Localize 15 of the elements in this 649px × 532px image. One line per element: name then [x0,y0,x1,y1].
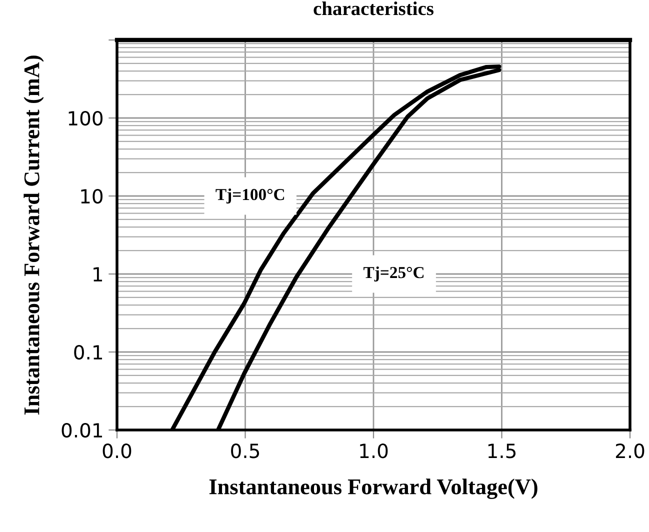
annotation: Tj=100°C [216,188,284,204]
y-tick-label: 0.1 [74,344,102,360]
x-tick-label: 0.5 [231,444,260,458]
x-tick-label: 1.5 [488,444,516,458]
y-tick-label: 10 [81,188,103,204]
x-tick-label: 0.0 [102,444,132,458]
annotation: Tj=25°C [364,266,424,282]
y-tick-label: 1 [94,267,102,282]
x-tick-label: 1.0 [360,444,388,458]
y-axis-title: Instantaneous Forward Current (mA) [24,56,44,415]
y-tick-label: 0.01 [62,422,102,438]
x-tick-label: 2.0 [616,444,644,458]
y-tick-label: 100 [68,110,103,126]
chart-title: characteristics [314,2,434,16]
x-axis-title: Instantaneous Forward Voltage(V) [209,478,538,500]
